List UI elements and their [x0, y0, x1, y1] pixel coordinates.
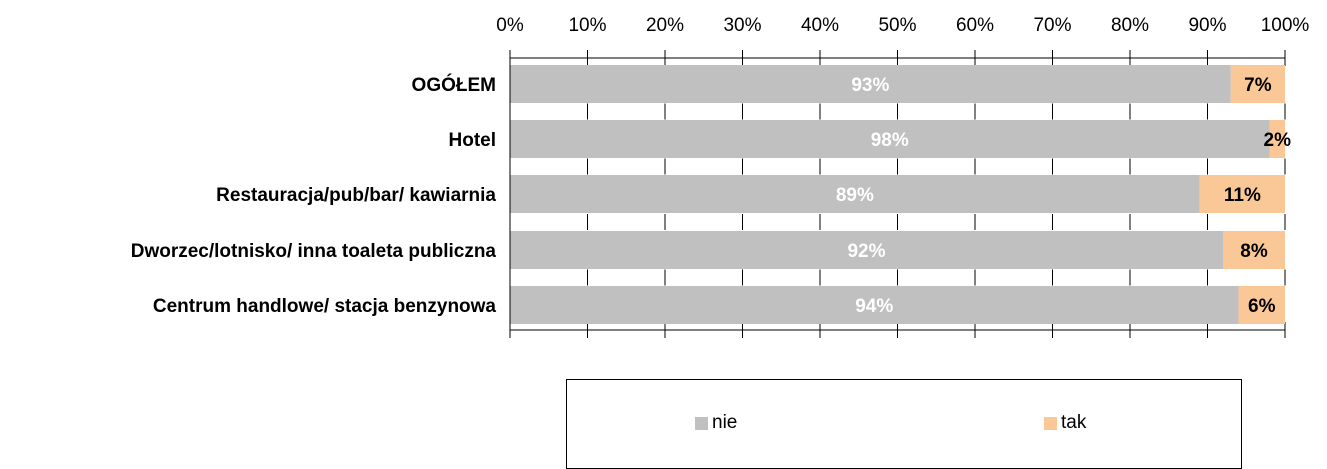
data-label-tak-2: 11% — [1224, 185, 1261, 206]
x-tick-label: 80% — [1111, 15, 1149, 36]
bar-tak-1 — [1269, 120, 1285, 158]
data-label-tak-1: 2% — [1264, 130, 1292, 151]
x-tick-label: 90% — [1188, 15, 1226, 36]
data-label-nie-2: 89% — [836, 185, 874, 206]
bar-nie-4 — [510, 286, 1239, 324]
legend-label-nie: nie — [712, 412, 738, 433]
data-label-nie-4: 94% — [855, 296, 893, 317]
bar-nie-2 — [510, 175, 1200, 213]
category-label-2: Restauracja/pub/bar/ kawiarnia — [216, 185, 496, 206]
data-labels: 93% 7% 98% 2% 89% 11% 92% 8% 94% 6% — [836, 75, 1291, 317]
bar-nie-1 — [510, 120, 1270, 158]
x-tick-label: 40% — [801, 15, 839, 36]
data-label-nie-3: 92% — [847, 241, 885, 262]
x-tick-labels: 0% 10% 20% 30% 40% 50% 60% 70% 80% 90% 100% — [496, 15, 1309, 36]
x-tick-label: 50% — [878, 15, 916, 36]
bar-tak-4 — [1238, 286, 1285, 324]
x-tick-label: 0% — [496, 15, 524, 36]
axes — [509, 57, 1285, 331]
category-label-0: OGÓŁEM — [412, 74, 496, 96]
legend-label-tak: tak — [1061, 412, 1087, 433]
x-tick-label: 70% — [1033, 15, 1071, 36]
data-label-nie-0: 93% — [851, 75, 889, 96]
legend-swatch-nie — [695, 416, 708, 430]
x-tick-label: 30% — [723, 15, 761, 36]
category-label-4: Centrum handlowe/ stacja benzynowa — [153, 296, 497, 317]
data-label-nie-1: 98% — [871, 130, 909, 151]
category-label-3: Dworzec/lotnisko/ inna toaleta publiczna — [131, 241, 497, 262]
bar-tak-0 — [1230, 65, 1285, 103]
chart-legend: nie tak — [566, 379, 1242, 469]
data-label-tak-4: 6% — [1248, 296, 1276, 317]
data-label-tak-3: 8% — [1240, 241, 1268, 262]
bar-nie-3 — [510, 231, 1223, 269]
x-tick-label: 60% — [956, 15, 994, 36]
x-tick-label: 100% — [1261, 15, 1310, 36]
category-label-1: Hotel — [449, 130, 497, 151]
x-tick-label: 20% — [646, 15, 684, 36]
category-labels: OGÓŁEM Hotel Restauracja/pub/bar/ kawiarni… — [131, 74, 497, 317]
legend-item-nie: nie — [695, 412, 737, 434]
data-label-tak-0: 7% — [1244, 75, 1272, 96]
legend-item-tak: tak — [1044, 412, 1086, 434]
bar-tak-3 — [1223, 231, 1285, 269]
bar-nie-0 — [510, 65, 1231, 103]
stacked-bar-chart: 0% 10% 20% 30% 40% 50% 60% 70% 80% 90% 100% OGÓŁEM… — [131, 15, 1309, 338]
legend-swatch-tak — [1044, 416, 1057, 430]
x-tick-label: 10% — [568, 15, 606, 36]
bar-tak-2 — [1199, 175, 1285, 213]
bars-group — [510, 65, 1285, 324]
